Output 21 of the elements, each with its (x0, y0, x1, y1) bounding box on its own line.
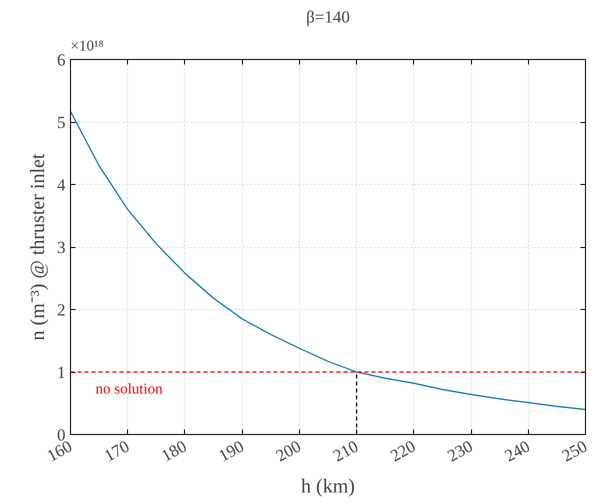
x-tick-label: 180 (158, 436, 190, 466)
x-tick-label: 240 (502, 436, 534, 466)
y-tick-label: 4 (57, 176, 66, 194)
x-tick-label: 210 (330, 436, 362, 466)
y-axis-title: n (m⁻³) @ thruster inlet (27, 153, 49, 340)
chart-title: β=140 (306, 8, 350, 26)
x-axis-title: h (km) (301, 475, 355, 498)
text: ×10¹⁸ (70, 38, 104, 54)
annotation: no solution (96, 382, 164, 398)
y-tick-label: 5 (57, 113, 66, 132)
y-tick-label: 1 (57, 363, 66, 382)
y-tick-label: 6 (57, 50, 66, 70)
y-tick-label: 2 (57, 300, 66, 320)
y-tick-label: 3 (57, 238, 66, 257)
x-tick-label: 220 (387, 436, 419, 466)
x-tick-label: 200 (272, 436, 304, 466)
line-series (70, 110, 586, 410)
x-tick-label: 230 (444, 436, 476, 466)
x-tick-label: 250 (558, 436, 590, 466)
x-tick-label: 170 (101, 436, 133, 466)
x-tick-label: 190 (215, 436, 247, 466)
